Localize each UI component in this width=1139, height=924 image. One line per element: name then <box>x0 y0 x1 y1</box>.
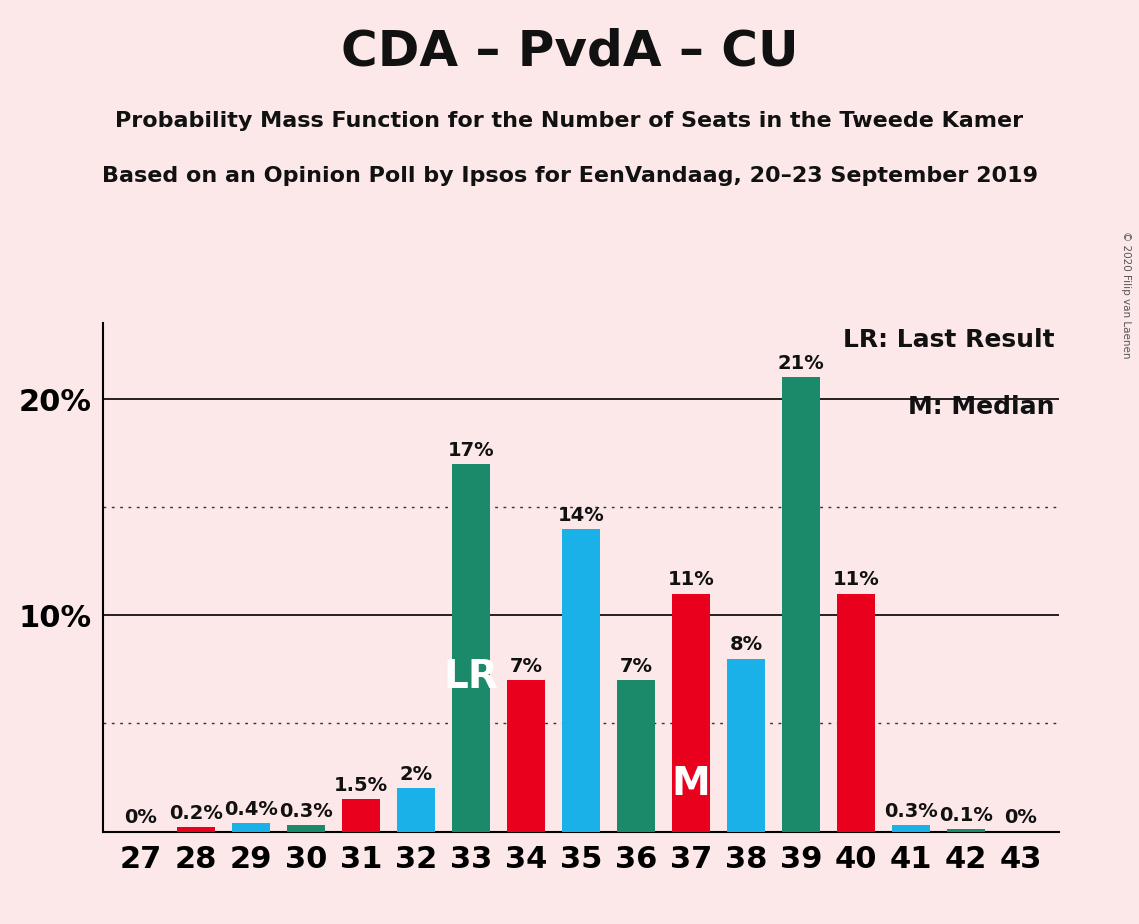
Bar <box>396 788 435 832</box>
Bar <box>781 378 820 832</box>
Bar <box>287 825 326 832</box>
Bar <box>892 825 931 832</box>
Bar <box>507 680 546 832</box>
Text: 7%: 7% <box>509 657 542 675</box>
Text: 0.3%: 0.3% <box>884 802 937 821</box>
Text: 0.1%: 0.1% <box>939 806 993 825</box>
Text: 7%: 7% <box>620 657 653 675</box>
Bar <box>452 464 490 832</box>
Text: 11%: 11% <box>833 570 879 590</box>
Text: 17%: 17% <box>448 441 494 459</box>
Text: 11%: 11% <box>667 570 714 590</box>
Text: 0.3%: 0.3% <box>279 802 333 821</box>
Bar <box>672 594 710 832</box>
Text: M: Median: M: Median <box>908 395 1055 419</box>
Bar <box>616 680 655 832</box>
Text: 2%: 2% <box>400 765 433 784</box>
Text: © 2020 Filip van Laenen: © 2020 Filip van Laenen <box>1121 231 1131 359</box>
Text: 0.2%: 0.2% <box>169 804 223 823</box>
Text: M: M <box>672 765 711 803</box>
Bar <box>562 529 600 832</box>
Text: 8%: 8% <box>729 636 762 654</box>
Text: CDA – PvdA – CU: CDA – PvdA – CU <box>341 28 798 76</box>
Text: Based on an Opinion Poll by Ipsos for EenVandaag, 20–23 September 2019: Based on an Opinion Poll by Ipsos for Ee… <box>101 166 1038 187</box>
Text: 0%: 0% <box>1005 808 1038 827</box>
Bar <box>177 827 215 832</box>
Text: 1.5%: 1.5% <box>334 776 388 795</box>
Text: LR: LR <box>443 658 499 696</box>
Bar <box>727 659 765 832</box>
Text: 21%: 21% <box>778 354 825 373</box>
Bar <box>947 830 985 832</box>
Text: 0%: 0% <box>124 808 157 827</box>
Bar <box>231 823 270 832</box>
Bar <box>342 799 380 832</box>
Text: 0.4%: 0.4% <box>224 799 278 819</box>
Text: LR: Last Result: LR: Last Result <box>843 328 1055 352</box>
Text: Probability Mass Function for the Number of Seats in the Tweede Kamer: Probability Mass Function for the Number… <box>115 111 1024 131</box>
Text: 14%: 14% <box>557 505 605 525</box>
Bar <box>836 594 875 832</box>
